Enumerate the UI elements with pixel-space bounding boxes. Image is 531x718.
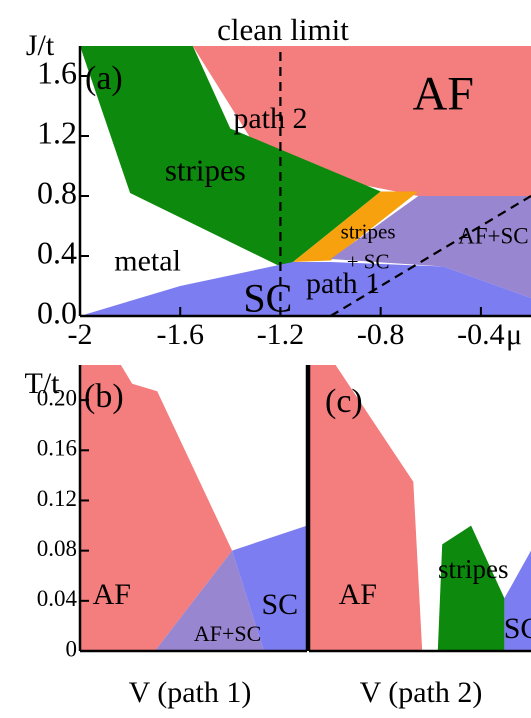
- top-title: clean limit: [217, 12, 349, 47]
- y-tick-label: 0.4: [37, 234, 77, 270]
- panel-a-ylabel: J/t: [26, 29, 55, 62]
- region-label-sc: SC: [243, 276, 292, 321]
- panel-a-ticks: 0.0 0.4 0.8 1.2 1.6 -2 -1.6 -1.2 -0.8 -0.4: [37, 54, 505, 351]
- panel-c-xlabel: V (path 2): [360, 676, 483, 709]
- x-tick-label: -2: [68, 318, 93, 351]
- panel-a-label: (a): [85, 60, 123, 97]
- x-tick-label: -0.4: [457, 318, 505, 351]
- region-label-af-sc: AF+SC: [194, 621, 261, 646]
- region-label-stripes: stripes: [438, 554, 509, 584]
- panel-b-ticks: 0 0.04 0.08 0.12 0.16 0.20: [37, 385, 89, 661]
- region-sc: [504, 550, 531, 651]
- region-label-sc: SC: [504, 612, 531, 645]
- y-tick-label: 0.0: [37, 294, 77, 330]
- region-label-stripes: stripes: [341, 219, 396, 243]
- y-tick-label: 1.6: [37, 54, 77, 90]
- panel-c: AF stripes SC (c) V (path 2): [307, 365, 531, 709]
- region-stripes-sc: [293, 191, 419, 262]
- region-label-af: AF: [413, 68, 474, 121]
- y-tick-label: 0.08: [37, 536, 77, 561]
- region-label-af: AF: [93, 578, 131, 611]
- region-stripes: [80, 46, 381, 267]
- region-af: [309, 365, 423, 651]
- region-label-path-1: path 1: [306, 267, 380, 300]
- region-label-sc: + SC: [347, 249, 390, 273]
- panel-c-label: (c): [325, 383, 363, 420]
- region-label-af-sc: AF+SC: [458, 223, 529, 248]
- panel-a-region-labels: AF stripes stripes + SC AF+SC metal SC path 2 pa…: [114, 68, 528, 321]
- y-tick-label: 0.20: [37, 385, 77, 410]
- y-tick-label: 0.12: [37, 486, 77, 511]
- y-tick-label: 1.2: [37, 114, 77, 150]
- y-tick-label: 0.04: [37, 586, 78, 611]
- line-path-1: [330, 195, 531, 316]
- panel-a: AF stripes stripes + SC AF+SC metal SC path 2 pa…: [26, 29, 531, 351]
- x-tick-label: -1.2: [257, 318, 305, 351]
- region-label-path-2: path 2: [233, 102, 307, 135]
- y-tick-label: 0: [66, 636, 78, 661]
- x-tick-label: -1.6: [156, 318, 204, 351]
- region-label-sc: SC: [261, 588, 298, 621]
- region-sc: [85, 262, 531, 316]
- panel-a-xlabel: μ: [506, 318, 522, 351]
- panel-c-region-labels: AF stripes SC: [339, 554, 531, 645]
- panel-b-label: (b): [84, 378, 124, 415]
- region-af-sc: [154, 550, 264, 651]
- x-tick-label: -0.8: [357, 318, 405, 351]
- region-sc: [232, 525, 307, 651]
- y-tick-label: 0.16: [37, 436, 77, 461]
- panel-c-frame: [307, 365, 531, 653]
- panel-a-regions: [80, 46, 531, 316]
- region-label-stripes: stripes: [165, 153, 246, 188]
- panel-a-frame: [78, 46, 531, 318]
- panel-c-regions: [309, 365, 531, 651]
- region-stripes: [437, 525, 505, 651]
- panel-a-path-lines: [279, 46, 531, 316]
- panel-b-ylabel: T/t: [25, 367, 61, 400]
- panel-b-regions: [80, 365, 307, 651]
- region-label-af: AF: [339, 578, 377, 611]
- y-tick-label: 0.8: [37, 174, 77, 210]
- region-label-metal: metal: [114, 244, 181, 277]
- panel-b-frame: [78, 365, 309, 653]
- panel-b-xlabel: V (path 1): [129, 676, 252, 709]
- region-af: [80, 365, 233, 651]
- region-af-sc: [330, 196, 531, 298]
